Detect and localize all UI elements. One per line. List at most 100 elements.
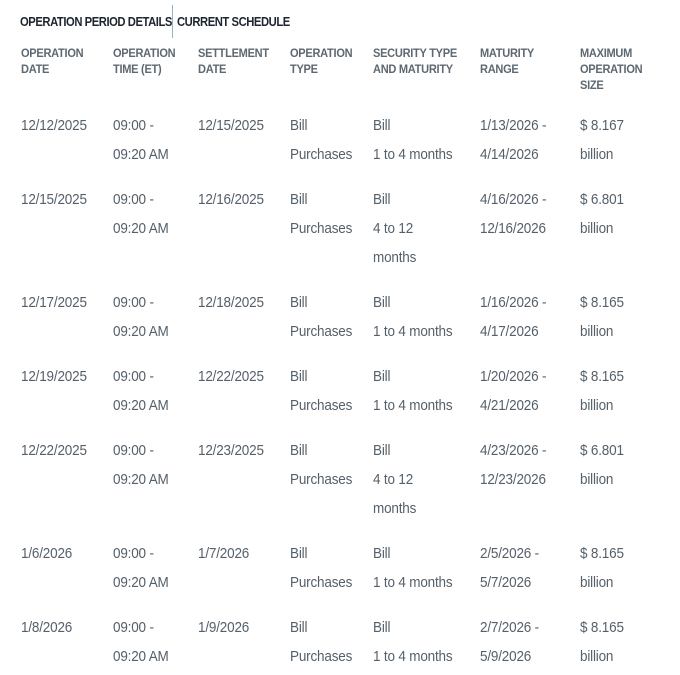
cell-line: 12/12/2025 (21, 117, 87, 134)
cell-security-type-maturity: Bill 1 to 4 months (373, 613, 453, 671)
cell-operation-time: 09:00 - 09:20 AM (113, 613, 169, 671)
cell-line: $ 8.167 (580, 117, 624, 134)
cell-line: 12/22/2025 (21, 442, 87, 459)
cell-line: Bill (373, 191, 391, 208)
header-line: TIME (ET) (113, 62, 162, 76)
cell-line: Purchases (290, 471, 353, 488)
cell-maximum-operation-size: $ 8.165 billion (580, 362, 624, 420)
cell-line: 1 to 4 months (373, 146, 453, 163)
cell-line: Purchases (290, 648, 353, 665)
tab-current-schedule[interactable]: CURRENT SCHEDULE (177, 14, 290, 29)
cell-operation-type: Bill Purchases (290, 185, 352, 243)
cell-operation-time: 09:00 - 09:20 AM (113, 288, 169, 346)
cell-line: 12/16/2025 (198, 191, 264, 208)
header-line: OPERATION (21, 46, 84, 60)
cell-line: Bill (373, 294, 391, 311)
cell-operation-date: 1/8/2026 (21, 613, 72, 642)
cell-line: 12/19/2025 (21, 368, 87, 385)
cell-line: Bill (373, 442, 391, 459)
cell-operation-date: 1/6/2026 (21, 539, 72, 568)
cell-line: Bill (373, 545, 391, 562)
header-settlement-date: SETTLEMENT DATE (198, 45, 269, 77)
cell-maximum-operation-size: $ 8.167 billion (580, 111, 624, 169)
header-line: OPERATION (580, 62, 643, 76)
header-line: SECURITY TYPE (373, 46, 457, 60)
cell-line: 4/21/2026 (480, 397, 539, 414)
header-line: MAXIMUM (580, 46, 633, 60)
cell-line: $ 8.165 (580, 368, 624, 385)
cell-operation-time: 09:00 - 09:20 AM (113, 185, 169, 243)
cell-line: 4/17/2026 (480, 323, 539, 340)
cell-line: 1/20/2026 - (480, 368, 547, 385)
cell-operation-type: Bill Purchases (290, 362, 352, 420)
header-maximum-operation-size: MAXIMUM OPERATION SIZE (580, 45, 643, 93)
tab-divider (172, 5, 173, 38)
cell-line: months (373, 500, 417, 517)
cell-line: 09:20 AM (113, 574, 169, 591)
tab-operation-period-details[interactable]: OPERATION PERIOD DETAILS (20, 14, 172, 29)
cell-line: $ 8.165 (580, 294, 624, 311)
cell-line: Purchases (290, 220, 353, 237)
cell-line: 09:20 AM (113, 648, 169, 665)
cell-line: 1/9/2026 (198, 619, 250, 636)
cell-security-type-maturity: Bill 1 to 4 months (373, 288, 453, 346)
cell-line: 4 to 12 (373, 220, 414, 237)
cell-line: billion (580, 471, 614, 488)
cell-line: Bill (290, 117, 308, 134)
cell-settlement-date: 1/7/2026 (198, 539, 249, 568)
cell-operation-date: 12/22/2025 (21, 436, 87, 465)
cell-settlement-date: 12/22/2025 (198, 362, 264, 391)
cell-line: 12/15/2025 (198, 117, 264, 134)
cell-line: 09:00 - (113, 545, 154, 562)
cell-line: $ 8.165 (580, 545, 624, 562)
cell-line: 09:00 - (113, 619, 154, 636)
cell-security-type-maturity: Bill 1 to 4 months (373, 539, 453, 597)
cell-operation-type: Bill Purchases (290, 539, 352, 597)
header-security-type-maturity: SECURITY TYPE AND MATURITY (373, 45, 457, 77)
cell-line: 4/16/2026 - (480, 191, 547, 208)
cell-line: 12/16/2026 (480, 220, 546, 237)
header-line: RANGE (480, 62, 519, 76)
cell-maturity-range: 1/16/2026 - 4/17/2026 (480, 288, 547, 346)
cell-line: 12/15/2025 (21, 191, 87, 208)
cell-operation-date: 12/15/2025 (21, 185, 87, 214)
cell-line: 1/6/2026 (21, 545, 73, 562)
cell-line: Bill (290, 294, 308, 311)
header-line: AND MATURITY (373, 62, 453, 76)
cell-line: $ 8.165 (580, 619, 624, 636)
cell-settlement-date: 12/18/2025 (198, 288, 264, 317)
cell-maximum-operation-size: $ 8.165 billion (580, 288, 624, 346)
cell-line: 09:00 - (113, 117, 154, 134)
cell-line: Purchases (290, 146, 353, 163)
cell-line: Bill (373, 368, 391, 385)
cell-line: 12/22/2025 (198, 368, 264, 385)
cell-line: Purchases (290, 323, 353, 340)
header-operation-date: OPERATION DATE (21, 45, 84, 77)
cell-settlement-date: 1/9/2026 (198, 613, 249, 642)
cell-line: 09:00 - (113, 368, 154, 385)
header-line: OPERATION (113, 46, 176, 60)
cell-security-type-maturity: Bill 1 to 4 months (373, 362, 453, 420)
cell-line: billion (580, 323, 614, 340)
cell-line: Bill (373, 619, 391, 636)
cell-operation-date: 12/17/2025 (21, 288, 87, 317)
cell-line: Bill (290, 619, 308, 636)
cell-settlement-date: 12/15/2025 (198, 111, 264, 140)
cell-line: $ 6.801 (580, 191, 624, 208)
cell-line: 1 to 4 months (373, 397, 453, 414)
cell-line: 09:20 AM (113, 146, 169, 163)
cell-operation-type: Bill Purchases (290, 288, 352, 346)
header-line: MATURITY (480, 46, 535, 60)
cell-line: months (373, 249, 417, 266)
cell-line: 12/23/2025 (198, 442, 264, 459)
cell-line: 5/9/2026 (480, 648, 532, 665)
cell-line: billion (580, 397, 614, 414)
cell-line: billion (580, 220, 614, 237)
cell-line: 1/13/2026 - (480, 117, 547, 134)
tab-bar: OPERATION PERIOD DETAILS CURRENT SCHEDUL… (20, 5, 302, 38)
cell-line: 1 to 4 months (373, 323, 453, 340)
cell-line: Bill (290, 191, 308, 208)
cell-line: billion (580, 648, 614, 665)
cell-line: billion (580, 574, 614, 591)
cell-maximum-operation-size: $ 6.801 billion (580, 436, 624, 494)
